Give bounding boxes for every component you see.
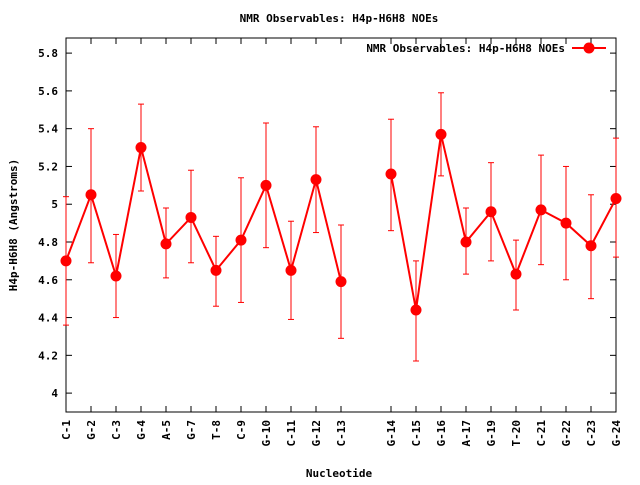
- data-point: [410, 304, 422, 316]
- x-tick-label: A-5: [160, 420, 173, 440]
- data-point: [60, 255, 72, 267]
- data-point: [185, 211, 197, 223]
- chart-title: NMR Observables: H4p-H6H8 NOEs: [240, 12, 439, 25]
- x-tick-label: G-16: [435, 420, 448, 447]
- data-point: [535, 204, 547, 216]
- data-point: [160, 238, 172, 250]
- legend-marker: [583, 42, 595, 54]
- x-tick-label: G-12: [310, 420, 323, 447]
- x-tick-label: C-23: [585, 420, 598, 447]
- x-tick-label: C-9: [235, 420, 248, 440]
- y-tick-label: 4: [51, 387, 58, 400]
- series-line: [65, 147, 342, 282]
- x-tick-label: C-21: [535, 420, 548, 447]
- x-tick-label: C-11: [285, 420, 298, 447]
- error-bars: [63, 92, 619, 362]
- x-tick-label: C-15: [410, 420, 423, 447]
- series-points: [60, 128, 622, 316]
- x-tick-label: G-4: [135, 420, 148, 440]
- x-tick-label: G-2: [85, 420, 98, 440]
- series-lines: [65, 134, 617, 311]
- data-point: [585, 240, 597, 252]
- y-tick-label: 4.2: [38, 349, 58, 362]
- data-point: [485, 206, 497, 218]
- y-tick-label: 5.4: [38, 123, 58, 136]
- x-tick-label: G-24: [610, 420, 623, 447]
- data-point: [310, 174, 322, 186]
- x-tick-label: G-19: [485, 420, 498, 447]
- data-point: [335, 276, 347, 288]
- data-point: [435, 128, 447, 140]
- x-tick-label: G-7: [185, 420, 198, 440]
- data-point: [135, 142, 147, 154]
- data-point: [285, 264, 297, 276]
- y-tick-label: 5.8: [38, 47, 58, 60]
- x-tick-label: G-14: [385, 420, 398, 447]
- data-point: [460, 236, 472, 248]
- y-tick-label: 5: [51, 198, 58, 211]
- x-tick-label: C-3: [110, 420, 123, 440]
- x-tick-label: C-1: [60, 420, 73, 440]
- data-point: [610, 193, 622, 205]
- y-tick-label: 5.6: [38, 85, 58, 98]
- legend: NMR Observables: H4p-H6H8 NOEs: [366, 42, 606, 55]
- x-tick-label: T-8: [210, 420, 223, 440]
- x-tick-label: G-10: [260, 420, 273, 447]
- data-point: [85, 189, 97, 201]
- x-axis-label: Nucleotide: [306, 467, 373, 480]
- y-tick-label: 4.4: [38, 312, 58, 325]
- x-tick-label: A-17: [460, 420, 473, 447]
- y-tick-label: 5.2: [38, 160, 58, 173]
- data-point: [260, 179, 272, 191]
- x-tick-label: G-22: [560, 420, 573, 447]
- y-axis-label: H4p-H6H8 (Angstroms): [7, 159, 20, 291]
- x-tick-label: T-20: [510, 420, 523, 447]
- y-tick-label: 4.6: [38, 274, 58, 287]
- x-tick-label: C-13: [335, 420, 348, 447]
- data-point: [110, 270, 122, 282]
- y-tick-label: 4.8: [38, 236, 58, 249]
- legend-label: NMR Observables: H4p-H6H8 NOEs: [366, 42, 565, 55]
- x-axis: C-1 G-2 C-3 G-4 A-5 G-7 T-8 C-9 G-10 C-11 G-12 C-13…: [60, 38, 623, 447]
- data-point: [560, 217, 572, 229]
- y-axis: 4 4.2 4.4 4.6 4.8 5 5.2 5.4 5.6 5.8: [38, 47, 616, 400]
- series-line: [390, 134, 617, 311]
- data-point: [235, 234, 247, 246]
- data-point: [510, 268, 522, 280]
- data-point: [385, 168, 397, 180]
- data-point: [210, 264, 222, 276]
